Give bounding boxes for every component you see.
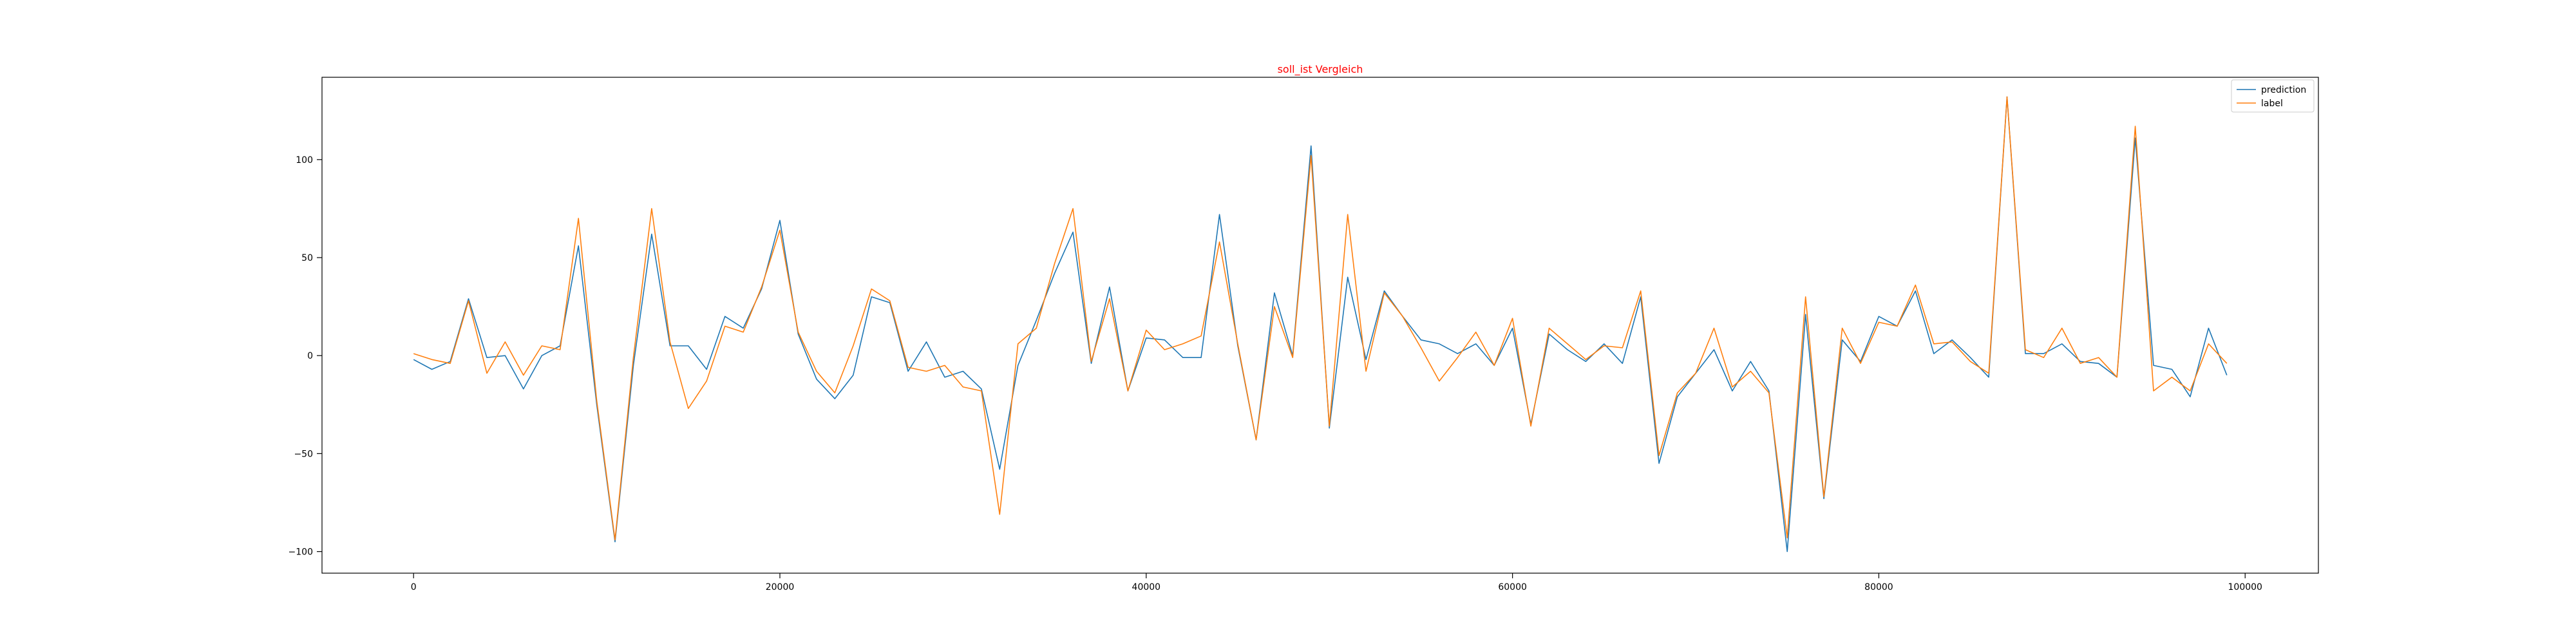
legend-label-prediction: prediction [2261,85,2306,95]
plot-area [321,77,2319,574]
y-tick-label: 0 [307,351,313,361]
series-layer [413,96,2228,553]
x-tick-label: 80000 [1864,582,1893,592]
x-axis: 0 20000 40000 60000 80000 100000 [411,573,2262,592]
x-tick-label: 0 [411,582,417,592]
legend: prediction label [2231,79,2315,113]
y-tick-label: 100 [296,155,313,166]
legend-box [2231,79,2315,113]
y-tick-label: 50 [301,253,313,263]
chart-title: soll_ist Vergleich [1278,63,1363,76]
x-tick-label: 100000 [2228,582,2262,592]
x-tick-label: 20000 [766,582,795,592]
y-tick-label: −100 [289,547,313,558]
x-tick-label: 40000 [1132,582,1161,592]
legend-label-label: label [2261,99,2283,109]
y-axis: −100 −50 0 50 100 [289,155,322,558]
y-tick-label: −50 [294,449,313,459]
plot-border [321,77,2319,574]
series-line-prediction [413,96,2228,553]
series-line-label [413,96,2228,541]
x-tick-label: 60000 [1498,582,1527,592]
